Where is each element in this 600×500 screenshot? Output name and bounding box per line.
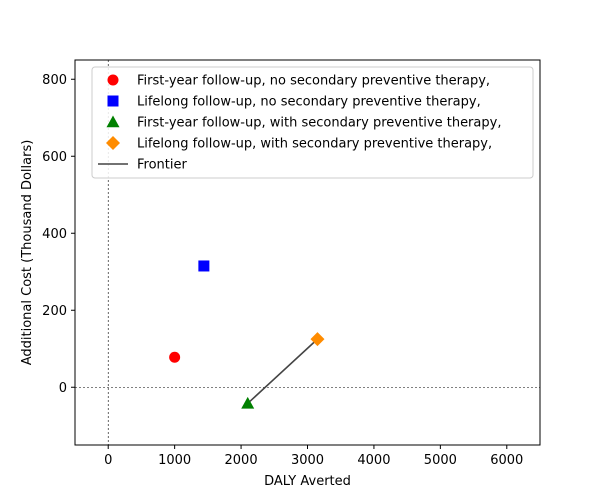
x-tick-label: 5000 xyxy=(424,453,457,468)
x-tick-label: 2000 xyxy=(225,453,258,468)
legend-entry-label: Frontier xyxy=(137,158,187,173)
x-tick-label: 0 xyxy=(104,453,112,468)
y-tick-label: 200 xyxy=(42,304,67,319)
data-point-circle xyxy=(169,351,181,363)
frontier-layer xyxy=(247,338,319,405)
y-axis-label: Additional Cost (Thousand Dollars) xyxy=(20,140,35,366)
legend-entry-label: Lifelong follow-up, no secondary prevent… xyxy=(137,95,481,110)
y-tick-label: 0 xyxy=(59,381,67,396)
y-tick-label: 800 xyxy=(42,73,67,88)
data-point-triangle xyxy=(241,396,255,409)
legend-marker-circle xyxy=(107,74,119,86)
frontier-line xyxy=(247,338,319,405)
legend-entry-label: First-year follow-up, no secondary preve… xyxy=(137,74,490,89)
data-point-square xyxy=(198,260,210,272)
y-tick-label: 600 xyxy=(42,150,67,165)
legend-marker-square xyxy=(107,95,119,107)
y-tick-label: 400 xyxy=(42,227,67,242)
x-tick-label: 3000 xyxy=(291,453,324,468)
x-tick-label: 1000 xyxy=(158,453,191,468)
data-points xyxy=(169,260,325,409)
legend-box xyxy=(91,66,534,179)
legend-entry-label: First-year follow-up, with secondary pre… xyxy=(137,116,501,131)
x-axis-label: DALY Averted xyxy=(264,474,351,489)
legend-marker-triangle xyxy=(106,115,120,128)
legend: First-year follow-up, no secondary preve… xyxy=(91,66,534,179)
legend-marker-diamond xyxy=(106,136,120,150)
x-axis-ticks: 0 1000 2000 3000 4000 5000 6000 xyxy=(104,445,523,468)
x-tick-label: 6000 xyxy=(490,453,523,468)
x-tick-label: 4000 xyxy=(357,453,390,468)
legend-entry-label: Lifelong follow-up, with secondary preve… xyxy=(137,137,492,152)
data-point-diamond xyxy=(310,332,325,347)
y-axis-ticks: 0 200 400 600 800 xyxy=(42,73,75,396)
